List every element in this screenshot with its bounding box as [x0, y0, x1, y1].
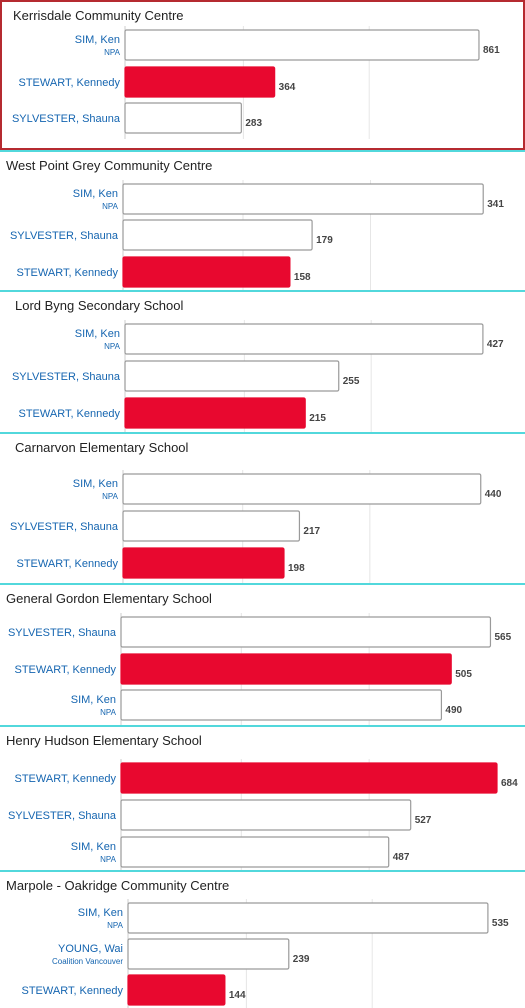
bar-value-label: 565 [494, 632, 511, 643]
bar-value-label: 215 [309, 413, 326, 424]
bar-value-label: 487 [393, 852, 410, 863]
bar[interactable] [122, 183, 484, 215]
bar-value-label: 684 [501, 778, 518, 789]
bar-value-label: 144 [229, 990, 246, 1001]
bar-value-label: 861 [483, 45, 500, 56]
panel-separator [0, 290, 525, 292]
candidate-name-label: STEWART, Kennedy [17, 558, 119, 570]
bar-value-label: 217 [303, 526, 320, 537]
bar-value-label: 427 [487, 339, 504, 350]
bar[interactable] [127, 902, 489, 934]
polling-station-title: Kerrisdale Community Centre [13, 8, 184, 23]
candidate-name-label: STEWART, Kennedy [15, 773, 117, 785]
panel-separator [0, 870, 525, 872]
bar[interactable] [120, 689, 443, 721]
polling-station-title: General Gordon Elementary School [6, 591, 212, 606]
bar-value-label: 440 [485, 489, 502, 500]
bar-chart: 535 SIM, Ken NPA 239 YOUNG, Wai Coalition Van… [22, 899, 509, 1008]
bar[interactable] [122, 473, 482, 505]
candidate-party-label: NPA [100, 855, 117, 864]
bar[interactable] [127, 974, 226, 1006]
bar-value-label: 505 [455, 669, 472, 680]
bar-chart: 565 SYLVESTER, Shauna 505 STEWART, Kennedy 4… [8, 613, 512, 725]
candidate-name-label: SYLVESTER, Shauna [10, 521, 119, 533]
bar[interactable] [124, 360, 340, 392]
bar-value-label: 535 [492, 918, 509, 929]
bar-value-label: 239 [293, 954, 310, 965]
bar[interactable] [124, 397, 306, 429]
polling-station-title: West Point Grey Community Centre [6, 158, 213, 173]
bar[interactable] [124, 323, 484, 355]
candidate-party-label: NPA [104, 342, 121, 351]
bar[interactable] [124, 66, 276, 98]
polling-station-panel[interactable]: Lord Byng Secondary School 427 SIM, Ken NPA… [0, 292, 525, 432]
bar-value-label: 490 [445, 705, 462, 716]
polling-station-panel[interactable]: Marpole - Oakridge Community Centre 535 SI… [0, 872, 525, 1008]
candidate-name-label: SYLVESTER, Shauna [12, 371, 121, 383]
candidate-name-label: STEWART, Kennedy [22, 985, 124, 997]
polling-station-title: Marpole - Oakridge Community Centre [6, 878, 230, 893]
polling-station-panel[interactable]: Kerrisdale Community Centre 861 SIM, Ken NP… [0, 0, 525, 150]
candidate-party-label: NPA [107, 921, 124, 930]
candidate-name-label: STEWART, Kennedy [15, 664, 117, 676]
bar[interactable] [127, 938, 290, 970]
bar[interactable] [120, 799, 412, 831]
polling-station-panel[interactable]: Henry Hudson Elementary School 684 STEWART… [0, 727, 525, 870]
candidate-name-label: SYLVESTER, Shauna [10, 230, 119, 242]
candidate-name-label: SIM, Ken [73, 188, 118, 200]
bar-chart: 440 SIM, Ken NPA 217 SYLVESTER, Shauna 198 STE… [10, 470, 502, 583]
candidate-name-label: SIM, Ken [71, 841, 116, 853]
bar[interactable] [120, 653, 452, 685]
polling-station-panel[interactable]: West Point Grey Community Centre 341 SIM, … [0, 152, 525, 290]
panel-separator [0, 432, 525, 434]
candidate-name-label: SIM, Ken [71, 694, 116, 706]
candidate-name-label: YOUNG, Wai [58, 943, 123, 955]
candidate-party-label: NPA [100, 708, 117, 717]
bar-value-label: 364 [279, 82, 296, 93]
candidate-party-label: NPA [102, 492, 119, 501]
candidate-name-label: STEWART, Kennedy [19, 408, 121, 420]
bar[interactable] [122, 510, 301, 542]
polling-station-panel[interactable]: General Gordon Elementary School 565 SYLVE… [0, 585, 525, 725]
bar[interactable] [122, 219, 313, 251]
bar-value-label: 527 [415, 815, 432, 826]
bar[interactable] [120, 616, 492, 648]
bar[interactable] [120, 836, 390, 868]
candidate-party-label: Coalition Vancouver [52, 957, 123, 966]
candidate-name-label: SYLVESTER, Shauna [12, 113, 121, 125]
candidate-party-label: NPA [102, 202, 119, 211]
candidate-name-label: SYLVESTER, Shauna [8, 627, 117, 639]
candidate-name-label: STEWART, Kennedy [17, 267, 119, 279]
bar-chart: 861 SIM, Ken NPA 364 STEWART, Kennedy 283 SYLV… [12, 26, 500, 139]
candidate-name-label: STEWART, Kennedy [19, 77, 121, 89]
bar[interactable] [122, 547, 285, 579]
candidate-name-label: SYLVESTER, Shauna [8, 810, 117, 822]
candidate-name-label: SIM, Ken [75, 328, 120, 340]
bar-chart: 341 SIM, Ken NPA 179 SYLVESTER, Shauna 158 STE… [10, 180, 504, 290]
bar-value-label: 158 [294, 272, 311, 283]
bar[interactable] [124, 102, 242, 134]
bar-value-label: 198 [288, 563, 305, 574]
bar[interactable] [120, 762, 498, 794]
bar-value-label: 179 [316, 235, 333, 246]
candidate-name-label: SIM, Ken [75, 34, 120, 46]
panel-separator [0, 150, 525, 152]
panel-separator [0, 583, 525, 585]
bar[interactable] [124, 29, 480, 61]
bar-value-label: 341 [487, 199, 504, 210]
polling-station-panel[interactable]: Carnarvon Elementary School 440 SIM, Ken NP… [0, 434, 525, 583]
polling-station-title: Carnarvon Elementary School [15, 440, 189, 455]
candidate-name-label: SIM, Ken [78, 907, 123, 919]
bar-value-label: 283 [245, 118, 262, 129]
bar-chart: 427 SIM, Ken NPA 255 SYLVESTER, Shauna 215 STE… [12, 320, 504, 432]
panel-separator [0, 725, 525, 727]
candidate-party-label: NPA [104, 48, 121, 57]
polling-station-title: Lord Byng Secondary School [15, 298, 184, 313]
polling-station-title: Henry Hudson Elementary School [6, 733, 202, 748]
bar[interactable] [122, 256, 291, 288]
bar-value-label: 255 [343, 376, 360, 387]
candidate-name-label: SIM, Ken [73, 478, 118, 490]
bar-chart: 684 STEWART, Kennedy 527 SYLVESTER, Shauna 4… [8, 759, 518, 870]
